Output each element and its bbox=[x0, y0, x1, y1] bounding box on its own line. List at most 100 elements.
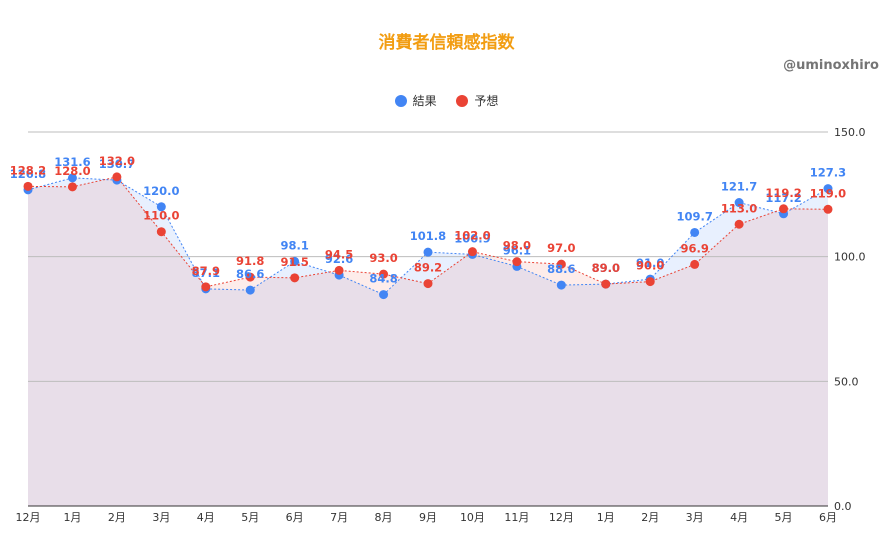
data-label-forecast: 93.0 bbox=[369, 251, 397, 265]
data-label-actual: 91.0 bbox=[636, 256, 664, 270]
data-label-actual: 98.1 bbox=[280, 238, 308, 252]
data-point-forecast bbox=[245, 272, 255, 282]
data-label-actual: 86.6 bbox=[236, 267, 264, 281]
x-tick-label: 2月 bbox=[641, 511, 659, 524]
x-tick-label: 7月 bbox=[330, 511, 348, 524]
data-label-forecast: 110.0 bbox=[143, 209, 179, 223]
x-tick-label: 4月 bbox=[730, 511, 748, 524]
data-point-forecast bbox=[334, 265, 344, 275]
data-label-forecast: 97.0 bbox=[547, 241, 575, 255]
x-tick-label: 9月 bbox=[419, 511, 437, 524]
data-point-actual bbox=[156, 202, 166, 212]
data-label-actual: 88.6 bbox=[547, 262, 575, 276]
data-label-actual: 117.2 bbox=[765, 191, 801, 205]
x-tick-label: 12月 bbox=[549, 511, 574, 524]
x-tick-label: 5月 bbox=[241, 511, 259, 524]
data-point-actual bbox=[245, 285, 255, 295]
legend-item-forecast[interactable]: 予想 bbox=[456, 92, 498, 109]
x-tick-label: 3月 bbox=[686, 511, 704, 524]
x-tick-label: 12月 bbox=[16, 511, 41, 524]
y-tick-label: 0.0 bbox=[834, 500, 852, 513]
data-point-forecast bbox=[645, 277, 655, 287]
data-label-actual: 109.7 bbox=[676, 209, 712, 223]
data-point-forecast bbox=[601, 279, 611, 289]
x-tick-label: 6月 bbox=[819, 511, 837, 524]
x-tick-label: 5月 bbox=[775, 511, 793, 524]
chart-title: 消費者信頼感指数 bbox=[378, 33, 515, 53]
data-point-actual bbox=[556, 280, 566, 290]
data-point-actual bbox=[290, 256, 300, 266]
x-tick-label: 6月 bbox=[286, 511, 304, 524]
data-label-actual: 101.8 bbox=[410, 229, 446, 243]
data-label-forecast: 89.0 bbox=[592, 261, 620, 275]
y-tick-label: 100.0 bbox=[834, 251, 866, 264]
data-label-actual: 131.6 bbox=[54, 155, 90, 169]
data-point-actual bbox=[690, 227, 700, 237]
data-label-actual: 89.0 bbox=[592, 261, 620, 275]
data-point-forecast bbox=[734, 219, 744, 229]
data-point-forecast bbox=[67, 182, 77, 192]
data-label-forecast: 132.0 bbox=[99, 154, 135, 168]
data-label-actual: 92.6 bbox=[325, 252, 353, 266]
legend-label-forecast: 予想 bbox=[474, 94, 499, 108]
data-label-forecast: 119.2 bbox=[765, 186, 801, 200]
data-label-actual: 87.1 bbox=[192, 266, 220, 280]
y-tick-label: 150.0 bbox=[834, 126, 866, 139]
data-label-forecast: 91.8 bbox=[236, 254, 264, 268]
x-tick-label: 2月 bbox=[108, 511, 126, 524]
data-point-forecast bbox=[112, 172, 122, 182]
data-label-forecast: 87.9 bbox=[192, 264, 220, 278]
data-point-actual bbox=[379, 290, 389, 300]
data-point-forecast bbox=[512, 257, 522, 267]
area-actual bbox=[28, 177, 828, 507]
data-label-actual: 100.9 bbox=[454, 231, 490, 245]
watermark: @uminoxhiro bbox=[783, 58, 879, 73]
y-tick-label: 50.0 bbox=[834, 375, 859, 388]
legend-dot-actual bbox=[394, 94, 407, 107]
data-label-forecast: 119.0 bbox=[810, 186, 846, 200]
x-tick-label: 11月 bbox=[504, 511, 529, 524]
data-label-forecast: 89.2 bbox=[414, 261, 442, 275]
data-point-forecast bbox=[201, 282, 211, 292]
data-point-forecast bbox=[156, 227, 166, 237]
data-label-actual: 96.1 bbox=[503, 243, 531, 257]
data-point-forecast bbox=[690, 259, 700, 269]
data-label-actual: 130.7 bbox=[99, 157, 135, 171]
data-point-forecast bbox=[423, 279, 433, 289]
data-point-forecast bbox=[823, 204, 833, 214]
data-point-actual bbox=[67, 173, 77, 183]
data-label-forecast: 128.2 bbox=[10, 163, 46, 177]
data-label-forecast: 98.0 bbox=[503, 239, 531, 253]
data-label-actual: 126.8 bbox=[10, 167, 46, 181]
data-label-actual: 84.8 bbox=[369, 272, 397, 286]
data-point-forecast bbox=[379, 269, 389, 279]
data-point-forecast bbox=[290, 273, 300, 283]
data-point-actual bbox=[823, 184, 833, 194]
data-point-actual bbox=[734, 198, 744, 208]
legend: 結果 予想 bbox=[0, 92, 893, 110]
data-label-forecast: 113.0 bbox=[721, 201, 757, 215]
data-label-forecast: 128.0 bbox=[54, 164, 90, 178]
legend-label-actual: 結果 bbox=[412, 94, 437, 108]
data-label-actual: 120.0 bbox=[143, 184, 179, 198]
data-point-forecast bbox=[467, 247, 477, 257]
data-point-forecast bbox=[23, 181, 33, 191]
data-label-forecast: 102.0 bbox=[454, 229, 490, 243]
data-label-forecast: 91.5 bbox=[280, 255, 308, 269]
legend-dot-forecast bbox=[456, 94, 469, 107]
x-tick-label: 4月 bbox=[197, 511, 215, 524]
data-point-forecast bbox=[779, 204, 789, 214]
data-label-actual: 121.7 bbox=[721, 180, 757, 194]
x-tick-label: 3月 bbox=[152, 511, 170, 524]
data-point-actual bbox=[423, 247, 433, 257]
area-forecast bbox=[28, 176, 828, 506]
data-label-actual: 127.3 bbox=[810, 166, 846, 180]
x-tick-label: 8月 bbox=[375, 511, 393, 524]
x-tick-label: 1月 bbox=[63, 511, 81, 524]
data-label-forecast: 96.9 bbox=[680, 241, 708, 255]
data-label-forecast: 90.0 bbox=[636, 259, 664, 273]
x-tick-label: 1月 bbox=[597, 511, 615, 524]
data-label-forecast: 94.5 bbox=[325, 247, 353, 261]
legend-item-actual[interactable]: 結果 bbox=[394, 92, 437, 109]
